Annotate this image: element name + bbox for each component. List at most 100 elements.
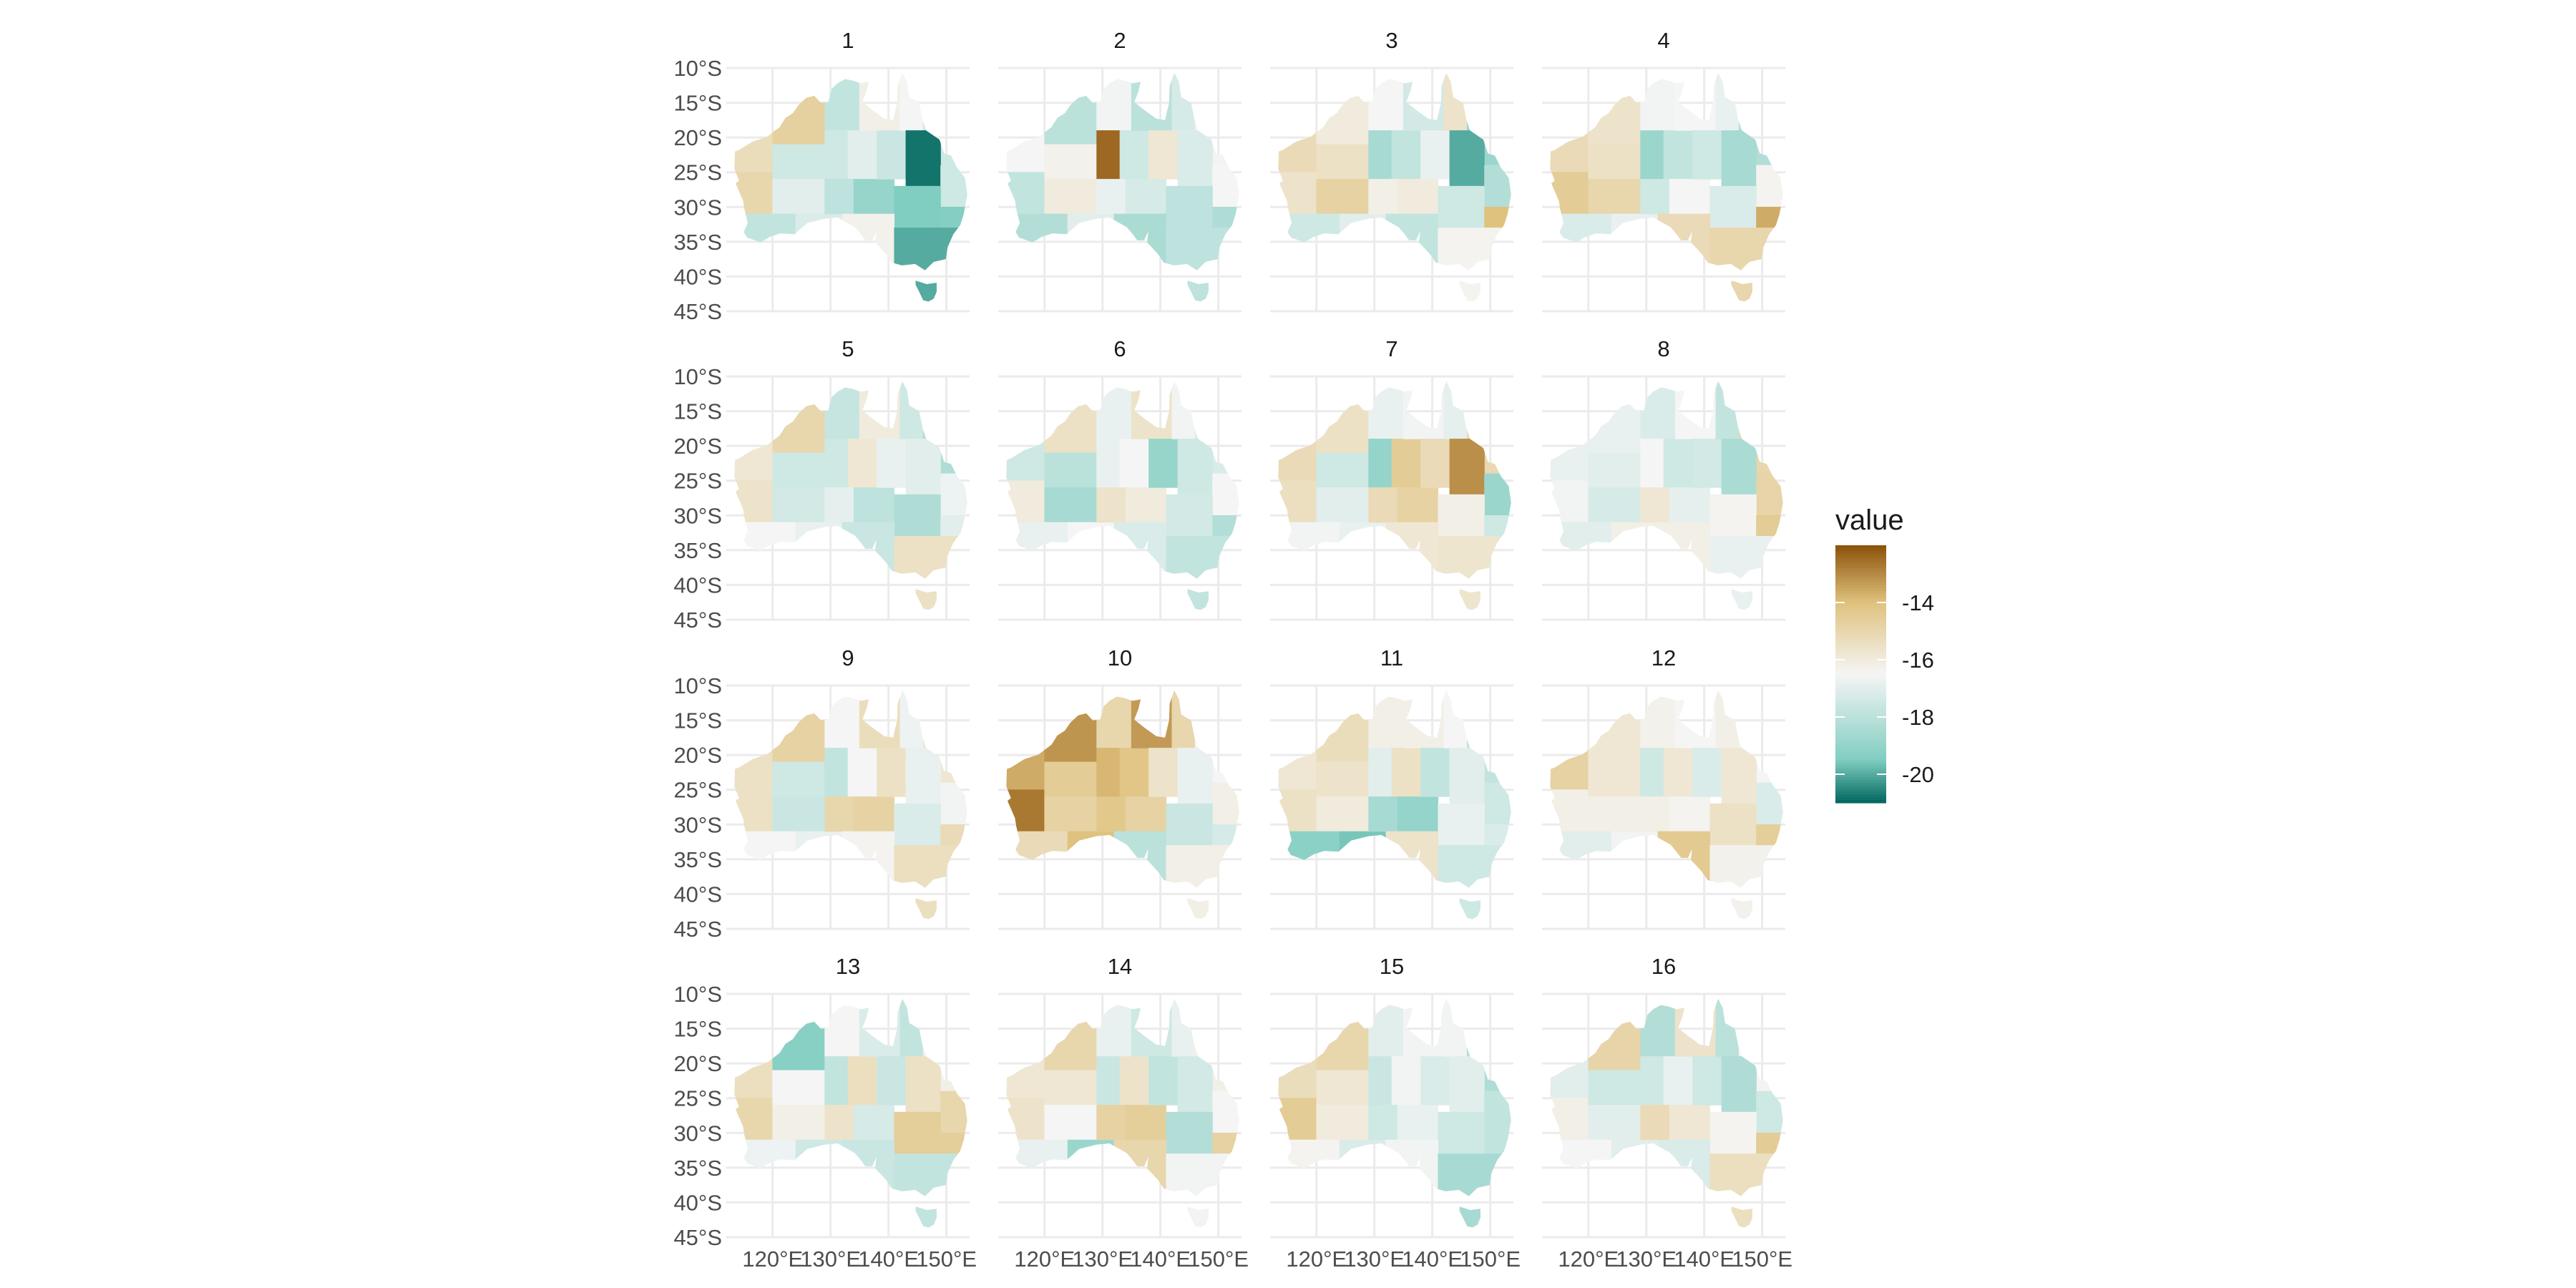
map-region xyxy=(1588,998,1641,1071)
map-region xyxy=(1166,803,1213,846)
legend-color-step xyxy=(1835,628,1886,632)
map-region xyxy=(1721,748,1757,804)
map-region xyxy=(1044,1070,1097,1106)
map-region xyxy=(1669,487,1711,523)
map-region xyxy=(1674,690,1717,748)
map-region xyxy=(1391,130,1421,180)
legend-color-step xyxy=(1835,697,1886,701)
map-region xyxy=(1715,690,1740,748)
map-region xyxy=(940,473,967,516)
map-region xyxy=(1119,748,1149,797)
map-region xyxy=(1006,998,1045,1099)
map-region xyxy=(1044,452,1097,488)
map-region xyxy=(1316,690,1369,763)
map-region xyxy=(734,381,774,482)
legend-color-step xyxy=(1835,602,1886,606)
map-region xyxy=(1484,1091,1511,1133)
map-region xyxy=(1368,748,1392,797)
facet-panels: 1 10°S 15°S 20°S 25°S 30°S 35°S 40°S 45°S 2 3 4 5 10°… xyxy=(673,28,1792,1272)
map-region xyxy=(859,690,901,748)
map-region xyxy=(894,845,967,919)
map-region xyxy=(877,748,907,797)
map-region xyxy=(1663,439,1693,488)
y-tick-label: 25°S xyxy=(673,778,722,803)
map-region-tasmania xyxy=(1459,898,1480,919)
map-region xyxy=(1611,522,1659,557)
legend-color-step xyxy=(1835,648,1886,652)
map-region xyxy=(1756,1091,1783,1133)
legend-color-step xyxy=(1835,582,1886,586)
map-region xyxy=(1148,748,1179,797)
map-region xyxy=(1212,1091,1239,1133)
map-region-tasmania xyxy=(1187,1206,1209,1228)
map-region xyxy=(824,748,849,797)
legend-color-step xyxy=(1835,717,1886,721)
choropleth-map xyxy=(1006,72,1239,302)
map-region xyxy=(1278,831,1340,867)
facet-panel-1: 1 10°S 15°S 20°S 25°S 30°S 35°S 40°S 45°S xyxy=(673,28,970,324)
y-tick-label: 40°S xyxy=(673,882,722,907)
legend-label: -16 xyxy=(1902,648,1934,673)
y-tick-label: 30°S xyxy=(673,195,722,220)
map-region xyxy=(1674,998,1717,1057)
map-region xyxy=(1278,690,1317,791)
map-region xyxy=(1640,179,1670,215)
map-region xyxy=(772,998,825,1071)
map-region xyxy=(1278,1139,1340,1175)
map-region xyxy=(772,1070,825,1106)
legend-color-step xyxy=(1835,748,1886,752)
map-region xyxy=(1674,72,1717,131)
map-region xyxy=(1131,72,1173,131)
map-region xyxy=(1166,494,1213,537)
map-region xyxy=(1044,179,1097,215)
x-tick-label: 120°E xyxy=(742,1246,803,1272)
map-region xyxy=(1611,831,1659,867)
map-region xyxy=(1438,185,1485,228)
map-region xyxy=(1171,690,1196,748)
legend-color-step xyxy=(1835,668,1886,672)
map-region xyxy=(1756,473,1783,516)
legend-color-step xyxy=(1835,643,1886,646)
facet-panel-3: 3 xyxy=(1270,28,1513,313)
map-region xyxy=(1119,439,1149,488)
legend-color-step xyxy=(1835,665,1886,669)
map-region xyxy=(824,439,849,488)
map-region xyxy=(1006,522,1068,557)
map-region xyxy=(1588,179,1641,215)
choropleth-map xyxy=(1550,72,1783,302)
legend-color-step xyxy=(1835,680,1886,683)
map-region xyxy=(859,72,901,131)
map-region xyxy=(1484,782,1511,825)
map-region xyxy=(894,228,967,302)
legend-label: -20 xyxy=(1902,762,1934,787)
map-region xyxy=(1402,998,1445,1057)
map-region xyxy=(1339,522,1387,557)
map-region xyxy=(1212,782,1239,825)
legend-color-step xyxy=(1835,674,1886,678)
facet-panel-10: 10 xyxy=(998,645,1241,930)
legend-color-step xyxy=(1835,657,1886,660)
map-region xyxy=(1166,1153,1239,1228)
map-region xyxy=(1368,130,1392,180)
map-region xyxy=(1177,1056,1213,1113)
legend-color-step xyxy=(1835,691,1886,695)
map-region xyxy=(1721,1056,1757,1113)
legend-color-step xyxy=(1835,711,1886,715)
map-region xyxy=(1278,72,1317,173)
map-region xyxy=(905,1056,941,1113)
map-region xyxy=(1316,761,1369,797)
legend-color-step xyxy=(1835,800,1886,804)
legend-color-step xyxy=(1835,625,1886,629)
map-region xyxy=(1715,72,1740,131)
map-region xyxy=(1368,1105,1398,1141)
map-region xyxy=(1663,130,1693,180)
map-region xyxy=(1588,761,1641,797)
map-region xyxy=(1640,796,1670,832)
legend-color-step xyxy=(1835,791,1886,795)
choropleth-map xyxy=(1550,690,1783,919)
map-region xyxy=(1316,381,1369,454)
map-region xyxy=(1588,381,1641,454)
facet-title: 9 xyxy=(841,645,854,670)
map-region xyxy=(824,1056,849,1106)
